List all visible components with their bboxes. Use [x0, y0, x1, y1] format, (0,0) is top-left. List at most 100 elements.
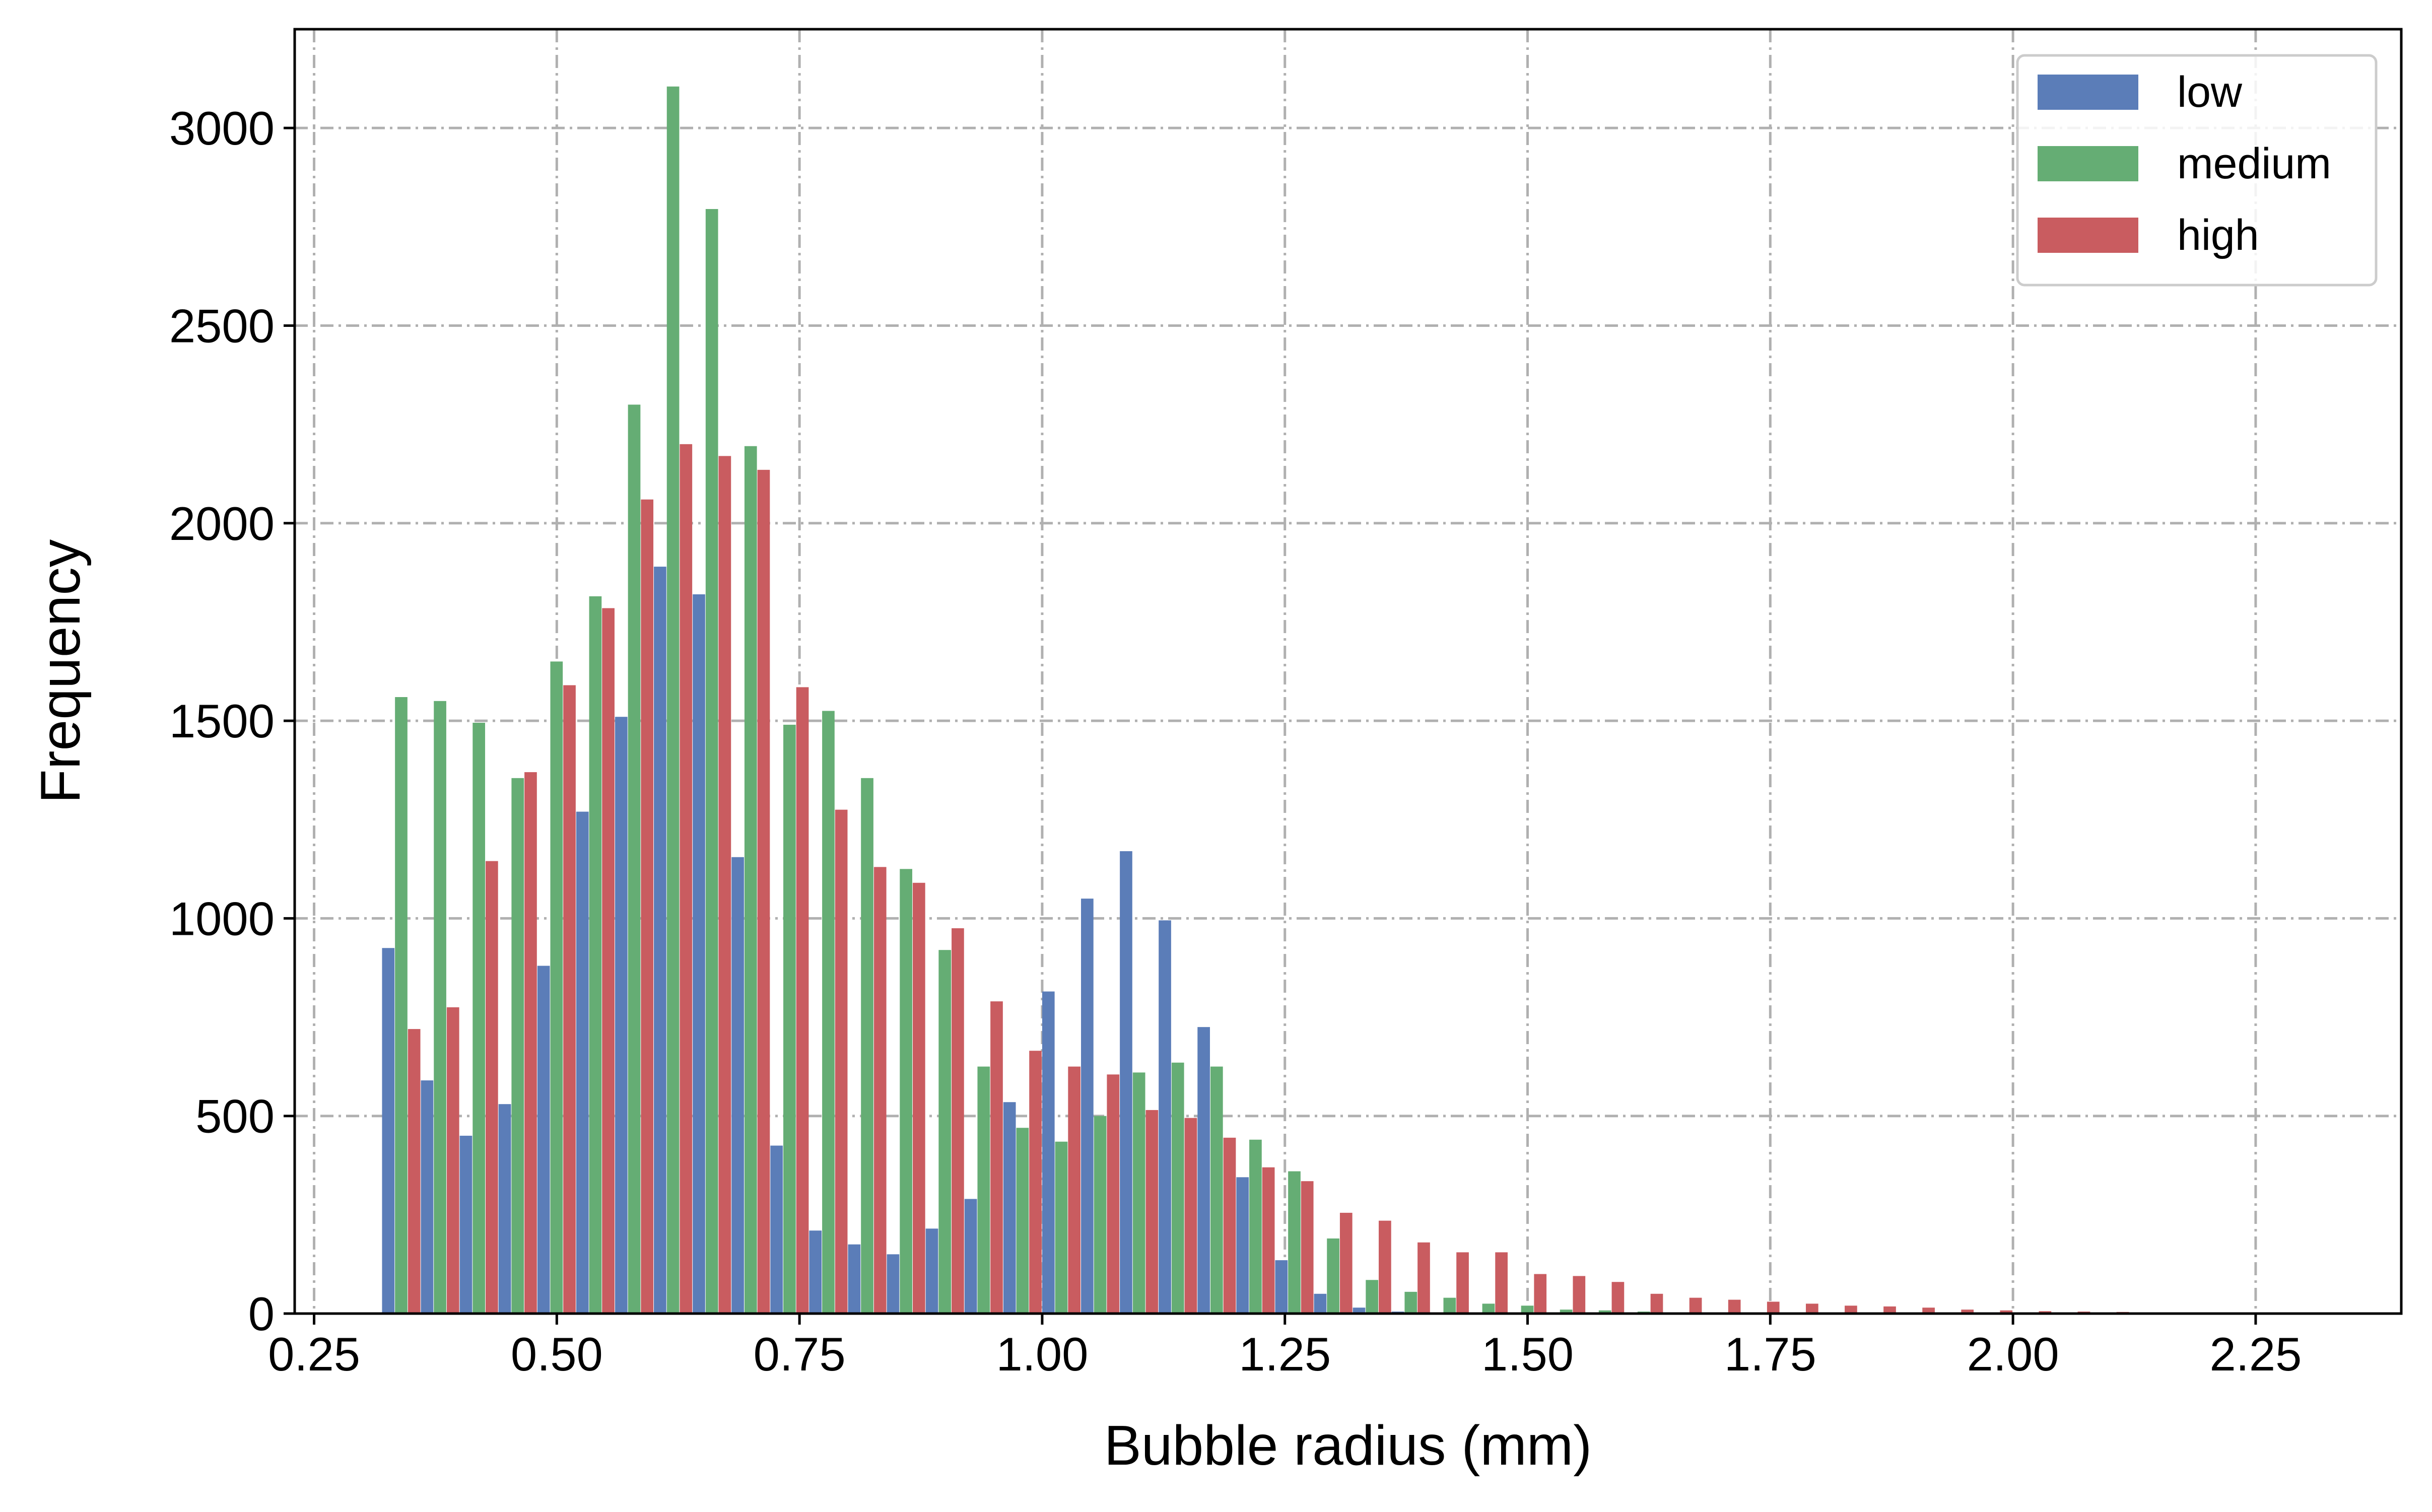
bar-high	[718, 456, 731, 1314]
bar-high	[680, 444, 693, 1314]
y-tick-label: 500	[195, 1090, 275, 1143]
x-tick-label: 2.00	[1967, 1328, 2059, 1381]
bar-low	[693, 594, 705, 1314]
bar-high	[796, 687, 809, 1314]
bar-low	[498, 1104, 511, 1314]
bar-medium	[1249, 1139, 1262, 1314]
bar-low	[382, 948, 395, 1314]
x-tick-label: 1.00	[996, 1328, 1088, 1381]
bar-high	[641, 499, 654, 1314]
bar-low	[964, 1199, 977, 1314]
bar-high	[1728, 1299, 1741, 1314]
bar-medium	[1521, 1305, 1534, 1314]
bar-high	[1456, 1252, 1469, 1314]
bar-medium	[1366, 1280, 1379, 1314]
bar-medium	[977, 1066, 990, 1314]
bar-high	[524, 772, 537, 1314]
bar-medium	[434, 701, 446, 1314]
x-tick-label: 0.25	[268, 1328, 360, 1381]
x-tick-label: 1.25	[1239, 1328, 1331, 1381]
bar-medium	[1288, 1171, 1301, 1314]
bar-medium	[1443, 1297, 1456, 1314]
bar-high	[1805, 1303, 1818, 1314]
legend-swatch-high	[2038, 218, 2138, 253]
bar-low	[1197, 1027, 1210, 1314]
bar-low	[1236, 1177, 1249, 1314]
bar-high	[1107, 1074, 1120, 1314]
y-axis-title: Frequency	[29, 539, 92, 803]
bar-medium	[511, 778, 524, 1314]
bar-high	[1845, 1305, 1857, 1314]
bar-medium	[550, 661, 563, 1314]
bar-low	[615, 717, 628, 1314]
bar-high	[1262, 1167, 1275, 1314]
bar-medium	[1171, 1062, 1184, 1314]
bar-medium	[861, 778, 873, 1314]
y-tick-label: 3000	[169, 102, 275, 155]
bar-medium	[666, 86, 680, 1314]
bar-high	[1223, 1137, 1236, 1314]
bars	[382, 86, 2323, 1314]
bar-high	[446, 1007, 459, 1314]
bar-low	[654, 567, 666, 1314]
y-tick-label: 1000	[169, 892, 275, 945]
bar-medium	[1404, 1291, 1417, 1314]
bar-medium	[705, 209, 718, 1314]
bar-high	[1573, 1276, 1586, 1314]
bar-medium	[900, 869, 912, 1314]
bar-high	[1922, 1308, 1935, 1314]
legend-label-medium: medium	[2177, 140, 2331, 188]
bar-high	[1379, 1220, 1391, 1314]
bar-high	[757, 469, 770, 1314]
x-tick-label: 0.50	[511, 1328, 603, 1381]
bar-medium	[783, 724, 796, 1314]
bar-low	[1042, 991, 1055, 1314]
bar-low	[1003, 1102, 1016, 1314]
bar-low	[537, 966, 550, 1314]
bar-medium	[822, 711, 835, 1314]
y-tick-label: 2500	[169, 299, 275, 352]
bar-medium	[938, 950, 952, 1314]
bar-high	[1767, 1301, 1780, 1314]
bar-high	[912, 882, 925, 1314]
x-tick-label: 1.75	[1724, 1328, 1816, 1381]
bar-low	[1120, 851, 1132, 1314]
bar-medium	[628, 404, 641, 1314]
bar-high	[1883, 1306, 1896, 1314]
bar-medium	[1482, 1303, 1495, 1314]
bar-medium	[1327, 1238, 1339, 1314]
bar-medium	[1132, 1072, 1145, 1314]
bar-high	[2000, 1310, 2013, 1314]
bar-low	[1275, 1260, 1288, 1314]
legend-label-high: high	[2177, 211, 2259, 259]
bar-medium	[589, 596, 602, 1314]
bar-low	[459, 1135, 472, 1314]
bar-medium	[1560, 1310, 1573, 1314]
bar-medium	[1094, 1116, 1107, 1314]
bar-medium	[1210, 1066, 1223, 1314]
bar-high	[990, 1001, 1003, 1314]
bar-high	[563, 685, 576, 1314]
bar-high	[1301, 1181, 1314, 1314]
y-tick-label: 0	[248, 1287, 275, 1340]
bar-high	[1689, 1297, 1702, 1314]
bar-medium	[1598, 1310, 1611, 1314]
bar-low	[1159, 920, 1171, 1314]
bar-high	[1339, 1212, 1353, 1314]
bar-low	[770, 1145, 783, 1314]
bar-high	[1611, 1282, 1625, 1314]
bar-low	[1314, 1293, 1327, 1314]
bar-high	[1184, 1118, 1197, 1314]
bar-low	[1081, 899, 1094, 1314]
legend: low medium high	[2016, 54, 2378, 287]
legend-swatch-low	[2038, 75, 2138, 110]
bar-high	[408, 1029, 421, 1314]
bar-low	[421, 1080, 434, 1314]
bar-low	[731, 857, 744, 1314]
axis-ticks: 0.25 0.50 0.75 1.00 1.25 1.50 1.75 2.00 2.25 0 500…	[169, 102, 2302, 1381]
bar-medium	[744, 446, 757, 1314]
bar-high	[952, 928, 964, 1314]
bar-medium	[1055, 1141, 1068, 1314]
bar-low	[925, 1228, 938, 1314]
